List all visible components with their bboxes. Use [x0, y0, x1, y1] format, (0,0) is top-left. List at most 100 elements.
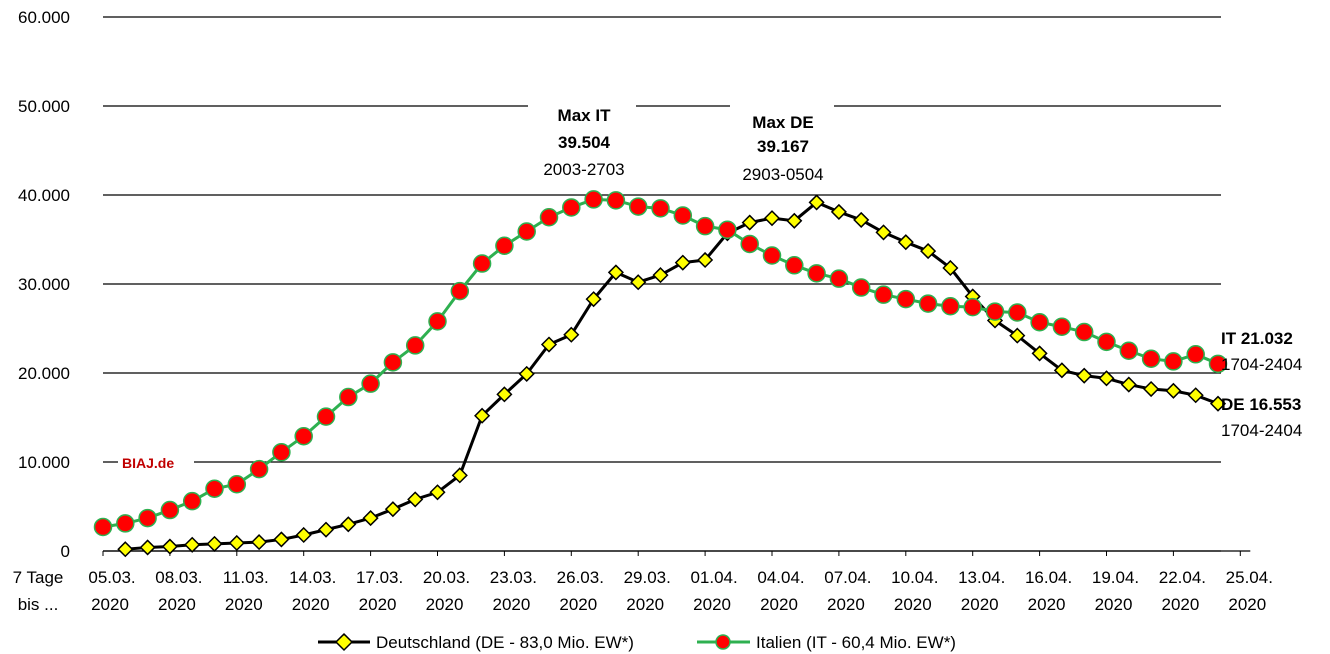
data-point: [294, 426, 313, 446]
data-point: [361, 374, 380, 393]
x-tick-label-year: 2020: [91, 595, 129, 614]
x-tick-label-date: 01.04.: [690, 568, 737, 587]
data-point: [875, 224, 892, 241]
x-tick-label-date: 22.04.: [1159, 568, 1206, 587]
data-point: [1119, 341, 1139, 360]
max-it-period: 2003-2703: [543, 160, 624, 179]
data-point: [1009, 327, 1026, 344]
data-point: [741, 214, 758, 231]
x-tick-label-date: 13.04.: [958, 568, 1005, 587]
data-point: [1208, 354, 1228, 374]
data-point: [695, 216, 715, 236]
data-point: [874, 285, 893, 304]
y-tick-label: 10.000: [18, 453, 70, 472]
data-point: [251, 534, 268, 551]
x-tick-label-date: 11.03.: [223, 568, 269, 587]
data-point: [272, 442, 291, 462]
data-point: [1187, 387, 1204, 404]
data-point: [808, 194, 825, 211]
max-de-label-bg: [730, 100, 834, 188]
x-tick-label-year: 2020: [1028, 595, 1066, 614]
y-axis-tick-labels: 0 10.000 20.000 30.000 40.000 50.000 60.000: [18, 8, 70, 561]
data-point: [740, 234, 759, 254]
x-tick-label-year: 2020: [225, 595, 263, 614]
x-tick-label-year: 2020: [1161, 595, 1199, 614]
x-tick-label-year: 2020: [827, 595, 865, 614]
data-point: [160, 500, 180, 520]
data-point: [384, 501, 401, 518]
x-tick-label-year: 2020: [426, 595, 464, 614]
data-point: [563, 326, 580, 343]
legend-it-marker: [715, 634, 731, 650]
data-point: [273, 531, 290, 548]
data-point: [585, 291, 602, 308]
series-group: [93, 190, 1228, 558]
data-point: [539, 208, 559, 227]
data-point: [117, 541, 134, 558]
data-point: [316, 407, 336, 426]
max-it-label-bg: [528, 96, 636, 186]
data-point: [829, 269, 849, 288]
data-point: [227, 475, 247, 494]
x-tick-label-date: 10.04.: [891, 568, 938, 587]
data-point: [1164, 352, 1183, 371]
data-point: [1076, 367, 1093, 384]
data-point: [428, 312, 447, 331]
x-tick-label-date: 04.04.: [757, 568, 804, 587]
series-line: [125, 200, 1219, 551]
data-point: [628, 197, 648, 216]
data-point: [184, 536, 201, 553]
watermark-bg: [118, 450, 194, 474]
data-point: [139, 539, 156, 556]
data-point: [562, 198, 581, 217]
x-tick-label-year: 2020: [894, 595, 932, 614]
data-point: [205, 479, 224, 498]
data-point: [407, 491, 424, 508]
x-tick-label-date: 29.03.: [624, 568, 671, 587]
data-point: [1097, 332, 1116, 352]
x-tick-label-year: 2020: [292, 595, 330, 614]
x-tick-label-date: 16.04.: [1025, 568, 1072, 587]
x-tick-label-year: 2020: [961, 595, 999, 614]
x-tick-label-date: 19.04.: [1092, 568, 1139, 587]
max-de-value: 39.167: [757, 137, 809, 156]
data-point: [518, 365, 535, 382]
x-tick-label-date: 08.03.: [155, 568, 202, 587]
data-point: [1209, 395, 1227, 412]
x-tick-label-date: 20.03.: [423, 568, 470, 587]
end-it-value: IT 21.032: [1221, 329, 1293, 348]
data-point: [161, 538, 178, 555]
data-point: [807, 264, 826, 283]
data-point: [674, 254, 691, 271]
data-point: [763, 210, 781, 227]
data-point: [1052, 317, 1072, 336]
data-point: [918, 294, 938, 313]
data-point: [362, 510, 379, 527]
data-point: [607, 264, 624, 281]
x-tick-label-year: 2020: [693, 595, 731, 614]
data-point: [495, 236, 514, 255]
x-tick-label-year: 2020: [1095, 595, 1133, 614]
data-point: [1031, 345, 1048, 362]
data-point: [762, 246, 782, 265]
x-axis-prefix-line2: bis ...: [18, 595, 59, 614]
data-point: [985, 302, 1005, 321]
data-point: [540, 336, 558, 353]
data-point: [673, 206, 693, 225]
data-point: [317, 521, 335, 538]
data-point: [1120, 376, 1137, 393]
y-tick-label: 50.000: [18, 97, 70, 116]
y-tick-label: 30.000: [18, 275, 70, 294]
x-tick-label-year: 2020: [492, 595, 530, 614]
data-point: [1165, 382, 1182, 399]
data-point: [942, 259, 959, 277]
legend-de-label: Deutschland (DE - 83,0 Mio. EW*): [376, 633, 634, 652]
data-point: [1143, 380, 1160, 398]
grid-lines: [103, 16, 1251, 552]
data-point: [718, 220, 737, 239]
data-point: [1098, 370, 1115, 387]
y-tick-label: 0: [61, 542, 70, 561]
series-italien: [93, 190, 1228, 537]
data-point: [1053, 362, 1070, 379]
